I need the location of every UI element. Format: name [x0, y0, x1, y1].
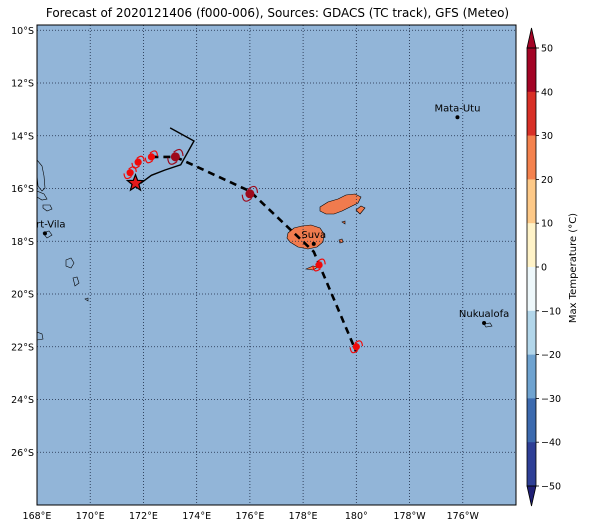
colorbar-tick-label: −30: [541, 394, 561, 405]
x-tick-label: 178°W: [393, 511, 426, 522]
land-erromango: [65, 257, 75, 269]
map-frame: [36, 24, 517, 506]
city-dot: [482, 321, 487, 326]
colorbar-bin: [527, 267, 536, 312]
y-tick-label: 24°S: [11, 395, 34, 406]
tc-symbol-icon: [123, 166, 137, 180]
colorbar-tick-label: 50: [541, 44, 553, 55]
city-label: Port-Vila: [24, 219, 65, 230]
x-tick-label: 172°E: [129, 511, 158, 522]
city-label: Nukualofa: [459, 309, 509, 320]
colorbar-tick-label: 40: [541, 87, 553, 98]
tc-past-track: [140, 127, 195, 184]
colorbar-bin: [527, 354, 536, 399]
colorbar-tick-label: 20: [541, 175, 553, 186]
tc-forecast-track: [151, 155, 358, 353]
colorbar-tick-label: 10: [541, 219, 553, 230]
map-layers: Mata-Utu Port-Vila Suva Nukualofa: [24, 25, 516, 505]
city-dot: [42, 231, 47, 236]
colorbar-bin: [527, 310, 536, 355]
y-axis-tick-labels: 10°S 12°S 14°S 16°S 18°S 20°S 22°S 24°S 26°S: [11, 26, 34, 459]
city-markers: Mata-Utu Port-Vila Suva Nukualofa: [24, 103, 509, 326]
x-axis-tick-labels: 168°E 170°E 172°E 174°E 176°E 178°E 180° 178°W 1…: [23, 511, 480, 522]
colorbar-bin: [527, 398, 536, 443]
colorbar-bin: [527, 442, 536, 487]
tc-symbol-icon: [241, 185, 259, 202]
y-tick-label: 14°S: [11, 131, 34, 142]
city-label: Mata-Utu: [434, 103, 480, 114]
land-ambae: [42, 204, 53, 212]
tc-symbol-icon: [167, 148, 184, 165]
y-tick-label: 18°S: [11, 237, 34, 248]
colorbar-tick-label: −40: [541, 438, 561, 449]
graticule: [37, 25, 516, 505]
land-islet-2: [341, 220, 346, 225]
tc-symbol-icon: [349, 340, 364, 354]
colorbar-bin: [527, 48, 536, 93]
land-tongatapu: [483, 322, 493, 328]
colorbar-label: Max Temperature (°C): [568, 213, 579, 323]
colorbar-extend-min: [526, 485, 537, 507]
land-malekula: [37, 190, 48, 201]
city-dot: [455, 115, 460, 120]
colorbar-tick-label: −20: [541, 350, 561, 361]
colorbar-bin: [527, 91, 536, 136]
land-taveuni: [355, 205, 366, 215]
x-tick-label: 178°E: [289, 511, 318, 522]
colorbar-tick-label: 0: [541, 263, 547, 274]
x-tick-label: 180°: [345, 511, 368, 522]
land-aneityum: [84, 297, 89, 302]
tc-symbol-icon: [144, 150, 159, 164]
map-title: Forecast of 2020121406 (f000-006), Sourc…: [45, 6, 510, 20]
x-tick-label: 176°W: [447, 511, 480, 522]
tc-symbols: [123, 148, 364, 354]
x-tick-label: 176°E: [235, 511, 264, 522]
tc-symbol-icon: [131, 155, 145, 169]
colorbar-tick-label: −50: [541, 482, 561, 493]
city-dot: [311, 241, 316, 246]
city-label: Suva: [301, 230, 326, 241]
y-tick-label: 16°S: [11, 184, 34, 195]
x-tick-label: 170°E: [76, 511, 105, 522]
tc-current-position-star-icon: [125, 173, 146, 192]
y-tick-label: 10°S: [11, 26, 34, 37]
colorbar-bin: [527, 223, 536, 268]
colorbar-bin: [527, 179, 536, 224]
ocean-background: [37, 25, 516, 505]
y-tick-label: 26°S: [11, 448, 34, 459]
y-tick-label: 20°S: [11, 290, 34, 301]
y-tick-label: 12°S: [11, 79, 34, 90]
colorbar: 50 40 30 20 10 0 −10 −20 −30 −40 −50: [526, 27, 561, 507]
land-tanna: [72, 276, 80, 287]
colorbar-tick-label: 30: [541, 131, 553, 142]
colorbar-bin: [527, 135, 536, 180]
land-loyalty-island: [37, 331, 44, 341]
x-tick-label: 174°E: [182, 511, 211, 522]
colorbar-extend-max: [526, 27, 537, 49]
x-tick-label: 168°E: [23, 511, 52, 522]
tc-symbol-icon: [312, 258, 326, 272]
y-tick-label: 22°S: [11, 342, 34, 353]
colorbar-tick-label: −10: [541, 306, 561, 317]
land-vanua-levu: [319, 193, 362, 215]
